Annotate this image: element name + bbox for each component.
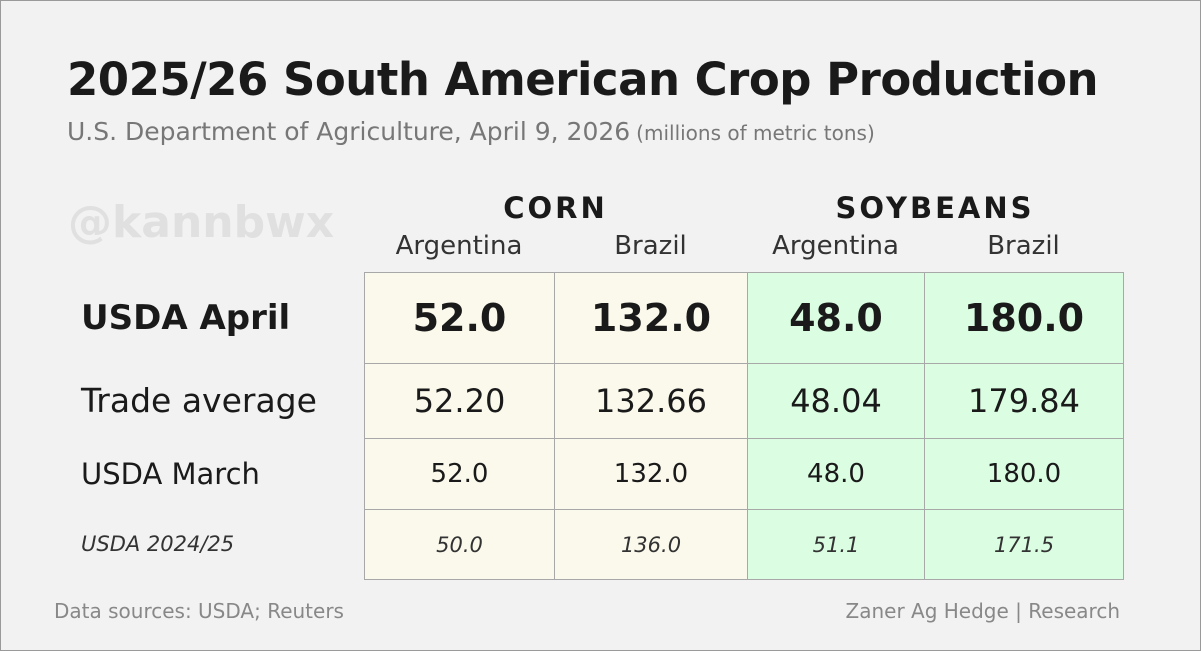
table-row: 52.20 132.66 48.04 179.84 (364, 363, 1124, 439)
cell: 52.0 (364, 272, 555, 364)
column-header: Brazil (614, 231, 687, 261)
cell: 51.1 (747, 509, 925, 580)
cell: 180.0 (924, 272, 1124, 364)
group-header-corn: CORN (503, 191, 608, 225)
table-row: 52.0 132.0 48.0 180.0 (364, 438, 1124, 510)
data-sources: Data sources: USDA; Reuters (54, 599, 344, 623)
cell: 132.0 (554, 272, 748, 364)
subtitle-text: U.S. Department of Agriculture, April 9,… (67, 117, 631, 146)
table-row: 52.0 132.0 48.0 180.0 (364, 272, 1124, 364)
row-label: USDA 2024/25 (81, 532, 235, 556)
cell: 132.0 (554, 438, 748, 510)
group-header-soybeans: SOYBEANS (835, 191, 1035, 225)
production-table: 52.0 132.0 48.0 180.0 52.20 132.66 48.04… (364, 272, 1124, 580)
cell: 48.0 (747, 438, 925, 510)
page-title: 2025/26 South American Crop Production (67, 53, 1099, 106)
row-label: Trade average (81, 381, 317, 420)
column-header: Argentina (772, 231, 899, 261)
cell: 179.84 (924, 363, 1124, 439)
cell: 52.20 (364, 363, 555, 439)
row-label: USDA April (81, 298, 291, 338)
table-row: 50.0 136.0 51.1 171.5 (364, 509, 1124, 580)
watermark: @kannbwx (68, 197, 335, 248)
credit: Zaner Ag Hedge | Research (845, 599, 1120, 623)
cell: 50.0 (364, 509, 555, 580)
cell: 136.0 (554, 509, 748, 580)
cell: 171.5 (924, 509, 1124, 580)
column-header: Brazil (987, 231, 1060, 261)
cell: 132.66 (554, 363, 748, 439)
subtitle: U.S. Department of Agriculture, April 9,… (67, 117, 875, 146)
cell: 180.0 (924, 438, 1124, 510)
cell: 48.0 (747, 272, 925, 364)
cell: 52.0 (364, 438, 555, 510)
units-note: (millions of metric tons) (636, 121, 875, 145)
row-label: USDA March (81, 457, 260, 491)
column-header: Argentina (395, 231, 523, 261)
cell: 48.04 (747, 363, 925, 439)
